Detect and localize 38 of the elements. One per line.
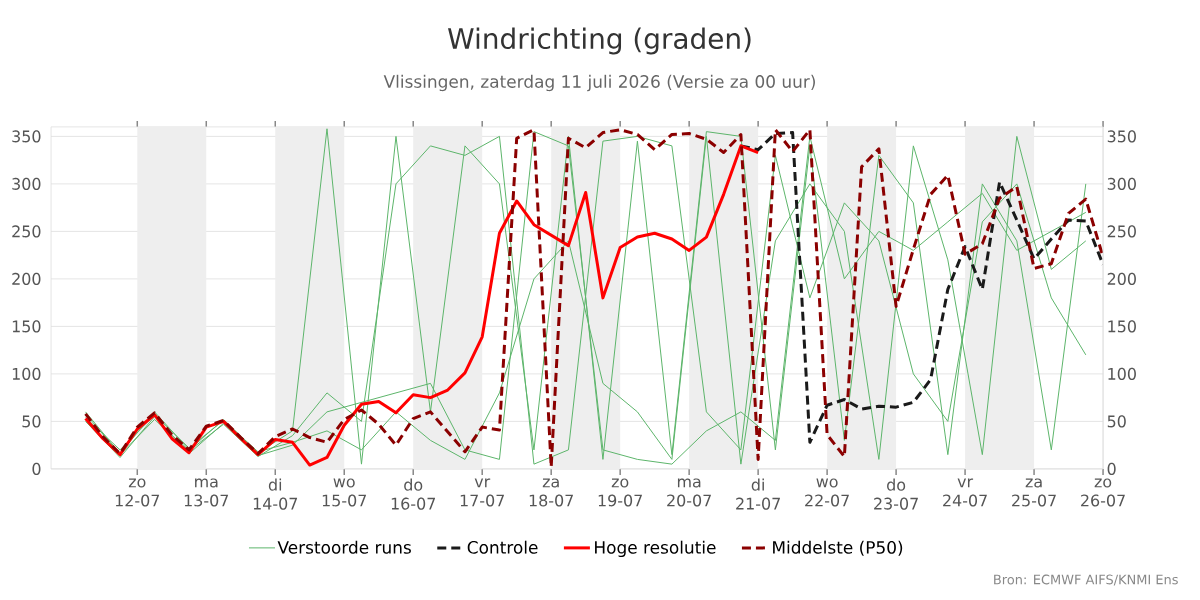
y-tick-label: 200 <box>12 272 41 285</box>
legend-label: Hoge resolutie <box>595 540 716 558</box>
x-tick-label: za 18-07 <box>529 478 573 507</box>
y-tick-label: 0 <box>32 462 41 475</box>
y-tick-label: 50 <box>22 415 41 428</box>
y2-tick-label: 150 <box>1108 320 1136 333</box>
x-tick-label: ma 20-07 <box>667 478 711 507</box>
y2-tick-label: 0 <box>1107 462 1116 475</box>
x-tick-label: wo 22-07 <box>805 478 849 507</box>
legend-label: Controle <box>467 540 538 554</box>
x-tick-label: zo 12-07 <box>115 478 160 507</box>
y-tick-label: 300 <box>12 177 41 190</box>
x-tick-label: ma 13-07 <box>184 478 229 507</box>
chart-title: Windrichting (graden) <box>447 27 751 55</box>
y2-tick-label: 300 <box>1107 177 1136 190</box>
chart-subtitle: Vlissingen, zaterdag 11 juli 2026 (Versie za 00 uur) <box>383 74 815 92</box>
x-tick-label: do 16-07 <box>391 478 436 510</box>
y2-tick-label: 50 <box>1107 415 1126 428</box>
legend-label: Middelste (P50) <box>773 540 903 556</box>
x-tick-label: vr 24-07 <box>943 478 987 507</box>
y2-tick-label: 350 <box>1107 130 1136 143</box>
x-tick-label: zo 26-07 <box>1081 478 1125 507</box>
y2-tick-label: 100 <box>1108 367 1136 380</box>
x-tick-label: wo 15-07 <box>322 478 367 507</box>
y-tick-label: 350 <box>12 130 41 143</box>
x-tick-label: za 25-07 <box>1012 478 1056 507</box>
y-tick-label: 150 <box>12 320 41 333</box>
y2-tick-label: 200 <box>1107 272 1136 285</box>
y-tick-label: 250 <box>12 225 41 238</box>
text: Bron: ECMWF AIFS/KNMI Ens <box>994 574 1178 586</box>
legend-label: Verstoorde runs <box>277 540 411 554</box>
y2-tick-label: 250 <box>1107 225 1136 238</box>
x-tick-label: zo 19-07 <box>598 478 642 507</box>
x-tick-label: do 23-07 <box>874 478 918 510</box>
x-tick-label: vr 17-07 <box>460 478 504 507</box>
y-tick-label: 100 <box>12 367 41 380</box>
x-tick-label: di 14-07 <box>253 478 298 510</box>
x-tick-label: di 21-07 <box>736 478 780 510</box>
